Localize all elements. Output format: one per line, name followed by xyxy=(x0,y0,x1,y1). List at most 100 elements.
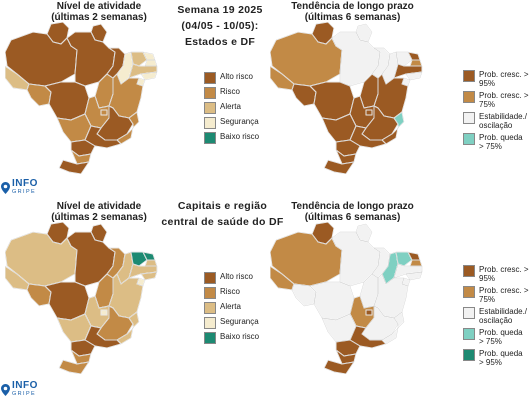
legend-swatch xyxy=(463,328,475,340)
state-al xyxy=(140,271,158,281)
legend-swatch xyxy=(463,286,475,298)
state-mt xyxy=(44,281,90,321)
trend-legend-bottom: Prob. cresc. > 95% Prob. cresc. > 75% Esta… xyxy=(463,265,529,370)
logo-main-text: INFO xyxy=(12,178,38,189)
activity-legend-top: Alto risco Risco Alerta Segurança Baixo risc… xyxy=(204,72,274,147)
bottom-left-title-line2: (últimas 2 semanas) xyxy=(51,212,147,223)
legend-swatch xyxy=(204,287,216,299)
legend-label: Alerta xyxy=(220,302,241,311)
legend-item: Prob. queda > 75% xyxy=(463,133,529,151)
state-df xyxy=(365,309,373,316)
legend-item: Estabilidade./ oscilação xyxy=(463,307,529,325)
legend-swatch xyxy=(463,133,475,145)
legend-swatch xyxy=(463,265,475,277)
state-mt xyxy=(309,281,355,321)
header-line1: Semana 19 2025 xyxy=(177,4,263,16)
legend-swatch xyxy=(204,317,216,329)
legend-label: Baixo risco xyxy=(220,332,260,341)
legend-label: Alerta xyxy=(220,102,241,111)
legend-label: Segurança xyxy=(220,117,259,126)
legend-item: Segurança xyxy=(204,317,274,329)
legend-label: Prob. cresc. > 95% xyxy=(479,265,529,283)
legend-swatch xyxy=(204,72,216,84)
legend-label: Prob. cresc. > 95% xyxy=(479,70,529,88)
legend-swatch xyxy=(463,307,475,319)
top-right-title: Tendência de longo prazo (últimas 6 sema… xyxy=(290,1,415,23)
state-df xyxy=(100,109,108,116)
bottom-right-title: Tendência de longo prazo (últimas 6 sema… xyxy=(290,201,415,223)
infogripe-logo-top: INFO GRIPE xyxy=(1,178,38,196)
legend-item: Prob. queda > 75% xyxy=(463,328,529,346)
map-outline xyxy=(5,222,158,374)
legend-item: Prob. cresc. > 75% xyxy=(463,91,529,109)
header-line2: (04/05 - 10/05): xyxy=(181,20,259,32)
legend-label: Estabilidade./ oscilação xyxy=(479,307,528,325)
legend-item: Alerta xyxy=(204,102,274,114)
legend-swatch xyxy=(463,349,475,361)
state-al xyxy=(140,71,158,81)
legend-label: Prob. queda > 75% xyxy=(479,133,523,151)
legend-swatch xyxy=(204,102,216,114)
legend-label: Estabilidade./ oscilação xyxy=(479,112,528,130)
state-al xyxy=(405,71,423,81)
legend-swatch xyxy=(204,117,216,129)
top-right-title-line1: Tendência de longo prazo xyxy=(291,1,414,12)
bottom-left-title: Nível de atividade (últimas 2 semanas) xyxy=(44,201,154,223)
legend-item: Alto risco xyxy=(204,272,274,284)
state-df xyxy=(100,309,108,316)
legend-label: Prob. queda > 95% xyxy=(479,349,523,367)
map-bottom-trend xyxy=(270,222,423,374)
logo-main-text: INFO xyxy=(12,380,38,391)
trend-legend-top: Prob. cresc. > 95% Prob. cresc. > 75% Esta… xyxy=(463,70,529,154)
legend-swatch xyxy=(204,87,216,99)
middle-title: Capitais e região central de saúde do DF xyxy=(160,198,285,230)
legend-item: Risco xyxy=(204,87,274,99)
top-left-title-line2: (últimas 2 semanas) xyxy=(51,12,147,23)
header-line3: Estados e DF xyxy=(184,36,256,48)
legend-swatch xyxy=(204,332,216,344)
state-mt xyxy=(44,81,90,121)
infogripe-logo-bottom: INFO GRIPE xyxy=(1,380,38,398)
logo-sub-text: GRIPE xyxy=(12,391,37,397)
legend-item: Risco xyxy=(204,287,274,299)
legend-swatch xyxy=(204,302,216,314)
legend-item: Baixo risco xyxy=(204,132,274,144)
bottom-right-title-line2: (últimas 6 semanas) xyxy=(304,212,401,223)
legend-swatch xyxy=(463,91,475,103)
legend-item: Estabilidade./ oscilação xyxy=(463,112,529,130)
legend-swatch xyxy=(204,272,216,284)
top-right-title-line2: (últimas 6 semanas) xyxy=(304,12,401,23)
map-top-trend xyxy=(270,22,423,174)
legend-label: Risco xyxy=(220,287,241,296)
location-pin-icon xyxy=(1,384,10,396)
top-left-title-line1: Nível de atividade xyxy=(56,1,142,12)
legend-item: Prob. cresc. > 95% xyxy=(463,70,529,88)
middle-title-line1: Capitais e região xyxy=(177,200,268,212)
legend-swatch xyxy=(463,70,475,82)
legend-label: Baixo risco xyxy=(220,132,260,141)
legend-label: Alto risco xyxy=(220,272,253,281)
map-outline xyxy=(270,222,423,374)
legend-item: Segurança xyxy=(204,117,274,129)
top-left-title: Nível de atividade (últimas 2 semanas) xyxy=(44,1,154,23)
state-df xyxy=(365,109,373,116)
middle-title-line2: central de saúde do DF xyxy=(161,216,284,228)
bottom-right-title-line1: Tendência de longo prazo xyxy=(291,201,414,212)
logo-sub-text: GRIPE xyxy=(12,189,37,195)
legend-item: Prob. cresc. > 95% xyxy=(463,265,529,283)
legend-item: Baixo risco xyxy=(204,332,274,344)
legend-swatch xyxy=(204,132,216,144)
legend-label: Alto risco xyxy=(220,72,253,81)
map-bottom-activity xyxy=(5,222,158,374)
legend-label: Prob. cresc. > 75% xyxy=(479,286,529,304)
legend-item: Prob. queda > 95% xyxy=(463,349,529,367)
activity-legend-bottom: Alto risco Risco Alerta Segurança Baixo risc… xyxy=(204,272,274,347)
location-pin-icon xyxy=(1,182,10,194)
bottom-left-title-line1: Nível de atividade xyxy=(56,201,142,212)
legend-item: Alerta xyxy=(204,302,274,314)
state-mt xyxy=(309,81,355,121)
legend-label: Prob. queda > 75% xyxy=(479,328,523,346)
state-al xyxy=(405,271,423,281)
legend-item: Alto risco xyxy=(204,72,274,84)
legend-item: Prob. cresc. > 75% xyxy=(463,286,529,304)
